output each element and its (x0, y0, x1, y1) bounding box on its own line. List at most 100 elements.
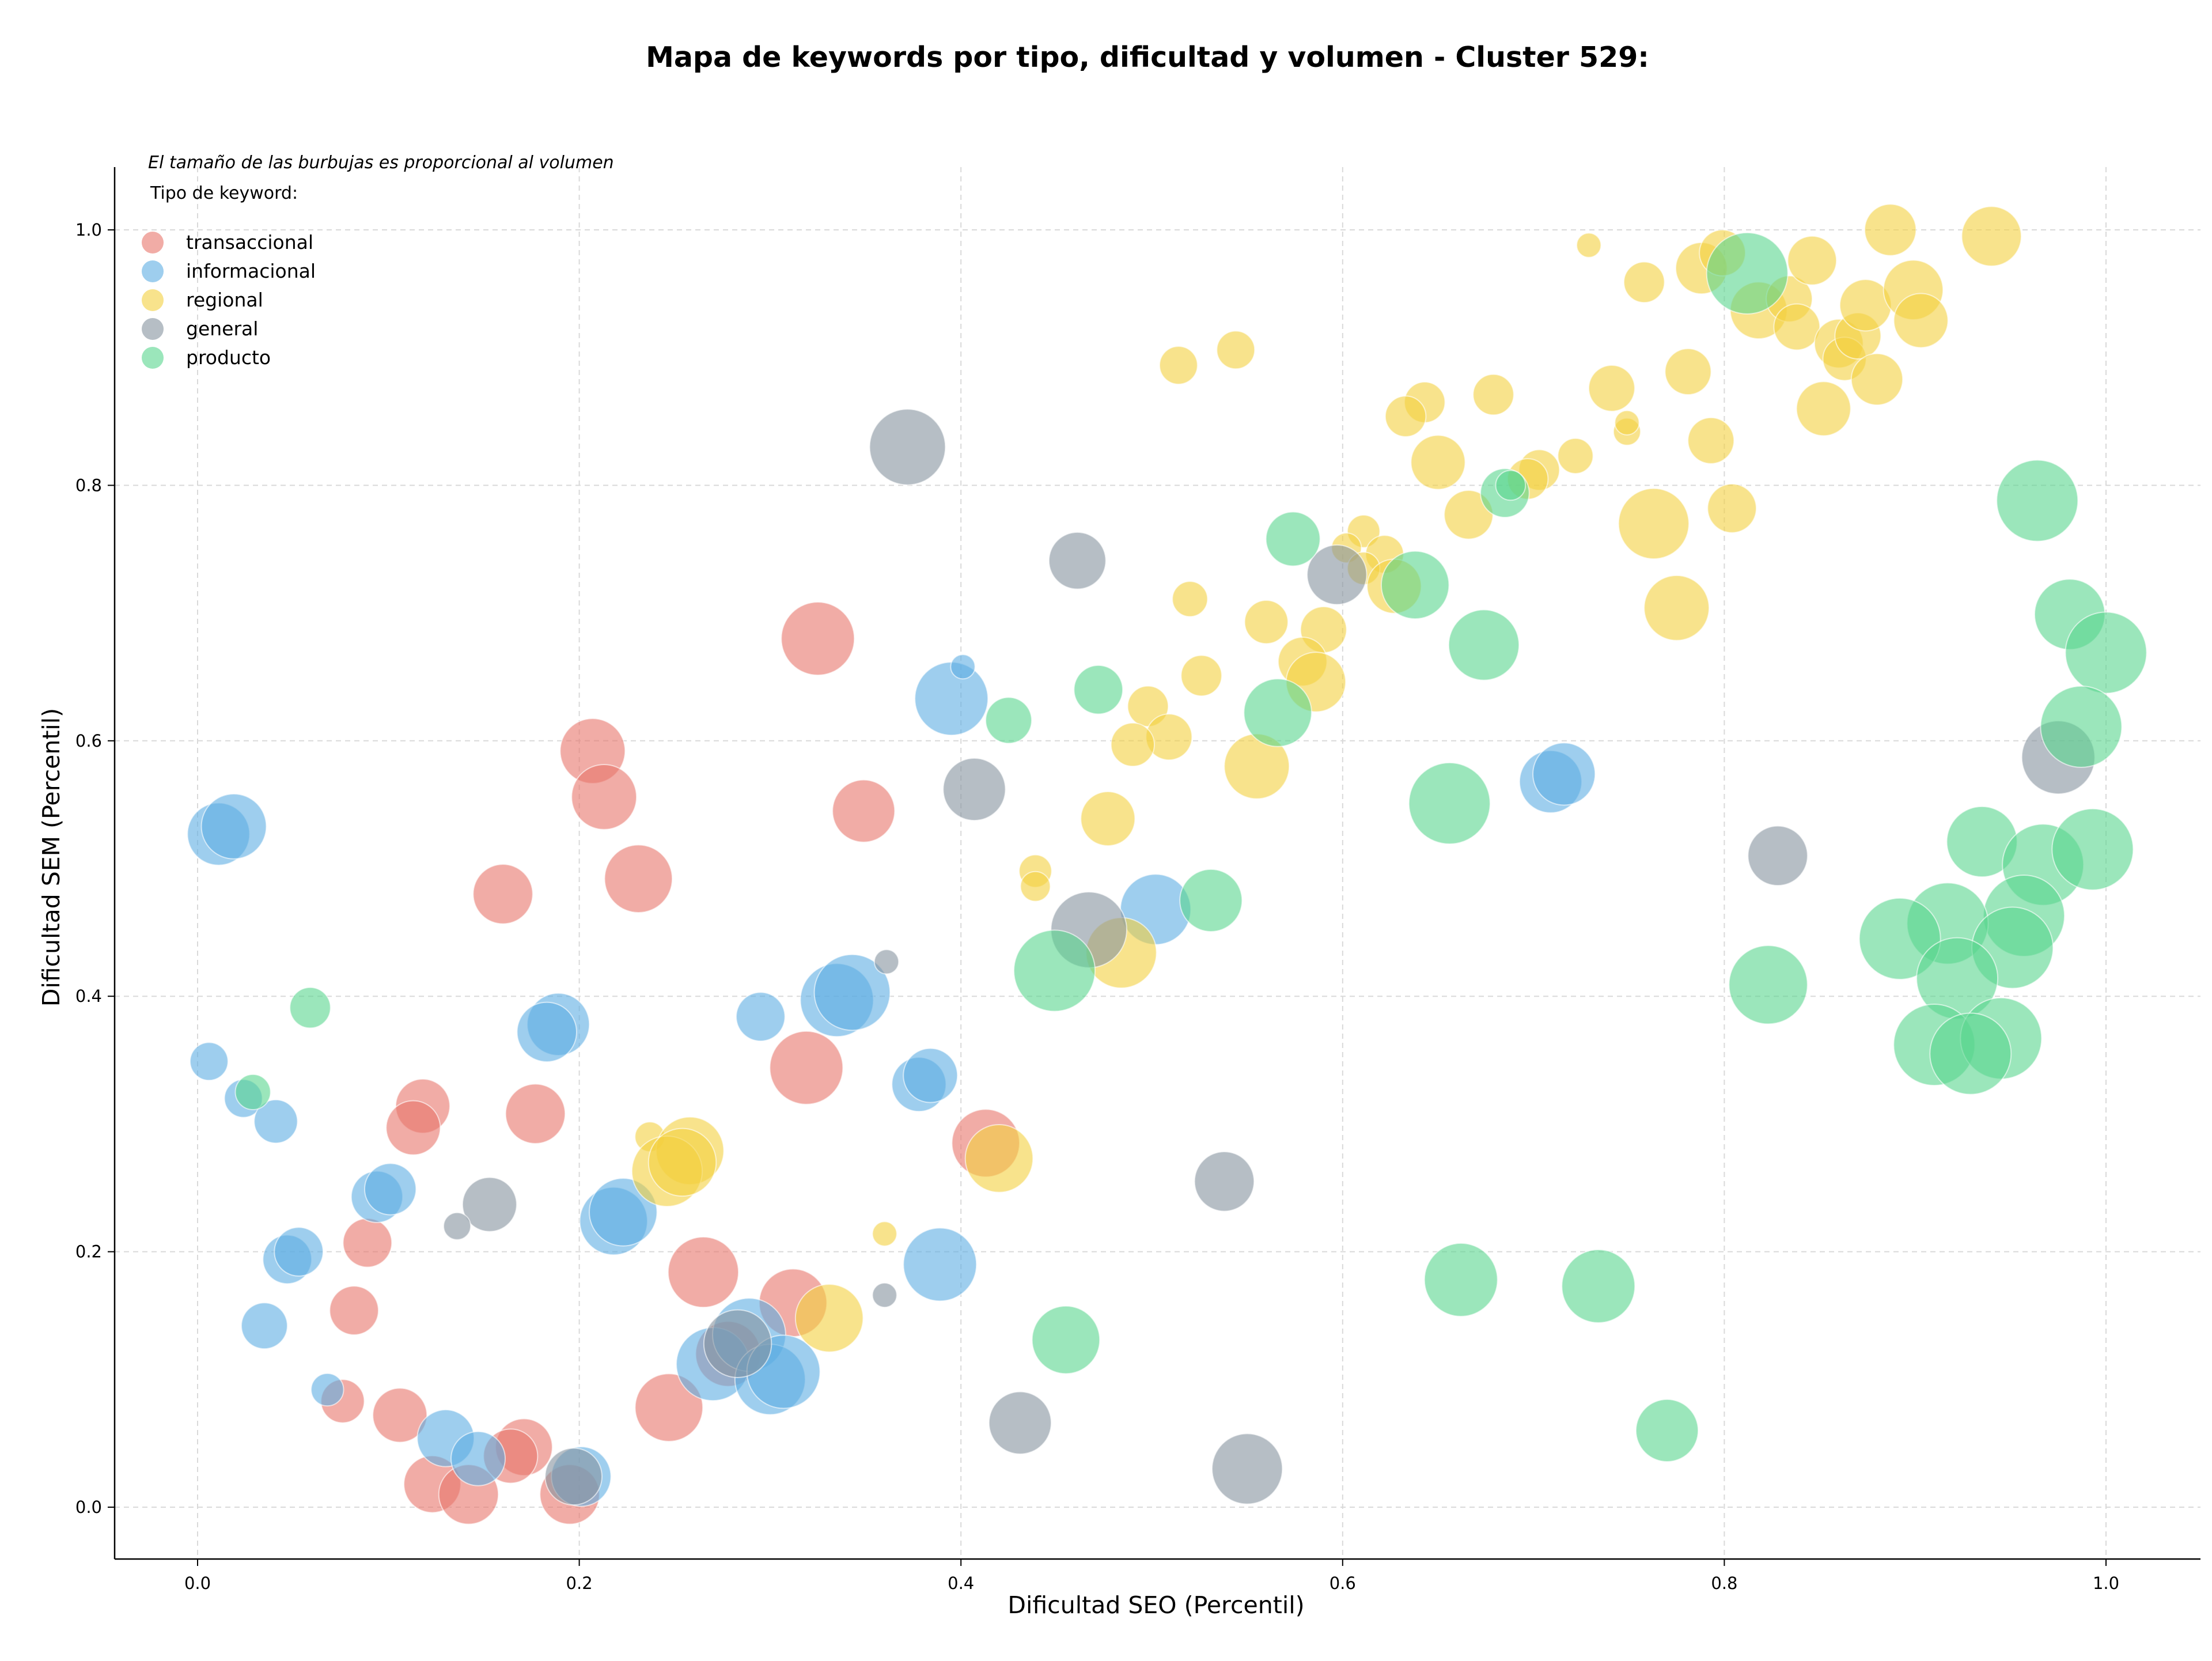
legend-label-general: general (186, 317, 258, 340)
bubble-general (872, 1282, 897, 1308)
x-tick-label: 0.2 (566, 1573, 593, 1593)
bubble-producto (1706, 232, 1789, 315)
x-tick-label: 0.0 (184, 1573, 211, 1593)
bubble-size-note: El tamaño de las burbujas es proporciona… (148, 153, 614, 173)
bubble-informacional (914, 661, 989, 736)
bubble-regional (1643, 574, 1710, 641)
bubble-producto (234, 1073, 271, 1111)
bubble-regional (964, 1124, 1034, 1193)
bubble-producto (289, 986, 331, 1029)
legend-label-regional: regional (186, 289, 263, 311)
bubble-regional (1614, 410, 1640, 436)
bubble-regional (1863, 203, 1917, 256)
bubble-regional (1623, 261, 1665, 304)
bubble-regional (1557, 437, 1594, 474)
bubble-regional (1850, 353, 1904, 406)
bubble-transaccional (634, 1373, 704, 1442)
bubble-general (1194, 1151, 1255, 1212)
bubble-regional (1773, 303, 1821, 351)
bubble-general (1211, 1433, 1283, 1505)
bubble-producto (985, 697, 1032, 744)
bubble-informacional (200, 793, 267, 860)
bubble-regional (1664, 348, 1712, 396)
bubble-informacional (813, 954, 891, 1031)
bubble-regional (1893, 293, 1949, 349)
bubble-general (873, 949, 900, 975)
bubble-general (1306, 544, 1368, 606)
bubble-transaccional (505, 1083, 566, 1144)
bubble-regional (1080, 791, 1136, 847)
x-axis-label: Dificultad SEO (Percentil) (1007, 1591, 1304, 1619)
legend-marker-informacional (142, 260, 164, 282)
y-tick-label: 0.6 (75, 731, 102, 751)
legend: Tipo de keyword: transaccional informacio… (142, 183, 316, 369)
y-tick-label: 0.8 (75, 475, 102, 495)
bubble-informacional (189, 1042, 229, 1081)
bubble-informacional (950, 654, 976, 680)
bubble-regional (1588, 364, 1635, 412)
bubble-general (703, 1309, 772, 1378)
bubble-producto (1031, 1305, 1101, 1375)
bubble-general (942, 757, 1006, 822)
y-axis-label: Dificultad SEM (Percentil) (37, 708, 65, 1007)
bubble-transaccional (781, 601, 855, 676)
y-tick-label: 0.2 (75, 1242, 102, 1262)
bubble-producto (1179, 868, 1243, 932)
bubble-producto (1013, 929, 1096, 1012)
bubble-producto (1408, 762, 1491, 845)
bubble-regional (1244, 600, 1289, 645)
legend-label-informacional: informacional (186, 260, 316, 282)
bubble-general (544, 1447, 603, 1506)
bubble-regional (1796, 381, 1851, 437)
bubble-transaccional (832, 779, 896, 843)
x-tick-label: 0.6 (1330, 1573, 1356, 1593)
bubble-regional (1110, 722, 1155, 767)
bubble-informacional (241, 1302, 288, 1350)
bubble-informacional (903, 1047, 959, 1103)
bubble-regional (1618, 487, 1690, 560)
bubble-producto (2065, 611, 2147, 694)
legend-marker-regional (142, 289, 164, 311)
bubble-informacional (274, 1227, 324, 1277)
bubble-regional (1687, 417, 1735, 464)
bubble-transaccional (769, 1030, 844, 1105)
x-tick-label: 0.8 (1711, 1573, 1737, 1593)
bubble-regional (1787, 235, 1838, 286)
chart-title: Mapa de keywords por tipo, dificultad y … (646, 41, 1649, 74)
bubble-producto (2051, 808, 2134, 891)
bubble-regional (1384, 395, 1427, 437)
bubble-regional (872, 1221, 897, 1247)
bubble-general (461, 1176, 517, 1232)
bubble-regional (1216, 330, 1256, 370)
bubble-producto (1423, 1242, 1498, 1317)
bubble-informacional (363, 1163, 417, 1216)
bubble-regional (1180, 654, 1222, 697)
legend-label-producto: producto (186, 346, 271, 369)
bubble-producto (1635, 1398, 1699, 1463)
data-points (187, 203, 2147, 1525)
bubble-general (1048, 531, 1107, 590)
bubble-regional (1410, 434, 1466, 490)
bubble-informacional (253, 1099, 298, 1144)
bubble-producto (1996, 459, 2079, 542)
axes (108, 167, 2200, 1566)
bubble-producto (1073, 664, 1124, 715)
bubble-regional (1472, 373, 1514, 416)
bubble-producto (1265, 511, 1321, 567)
legend-marker-general (142, 318, 164, 340)
bubble-general (869, 408, 946, 486)
tick-labels: 0.0 0.2 0.4 0.6 0.8 1.0 0.0 0.2 0.4 0.6 0.8 1.0 (75, 220, 2119, 1593)
bubble-transaccional (385, 1100, 441, 1156)
bubble-informacional (736, 992, 786, 1042)
bubble-general (1747, 825, 1808, 887)
bubble-general (988, 1391, 1052, 1455)
legend-marker-transaccional (142, 232, 164, 253)
bubble-transaccional (604, 844, 673, 913)
bubble-producto (1929, 1012, 2012, 1095)
legend-label-transaccional: transaccional (186, 231, 313, 253)
bubble-transaccional (372, 1387, 428, 1443)
y-tick-label: 1.0 (75, 220, 102, 240)
bubble-producto (1495, 470, 1527, 501)
bubble-transaccional (342, 1217, 393, 1268)
